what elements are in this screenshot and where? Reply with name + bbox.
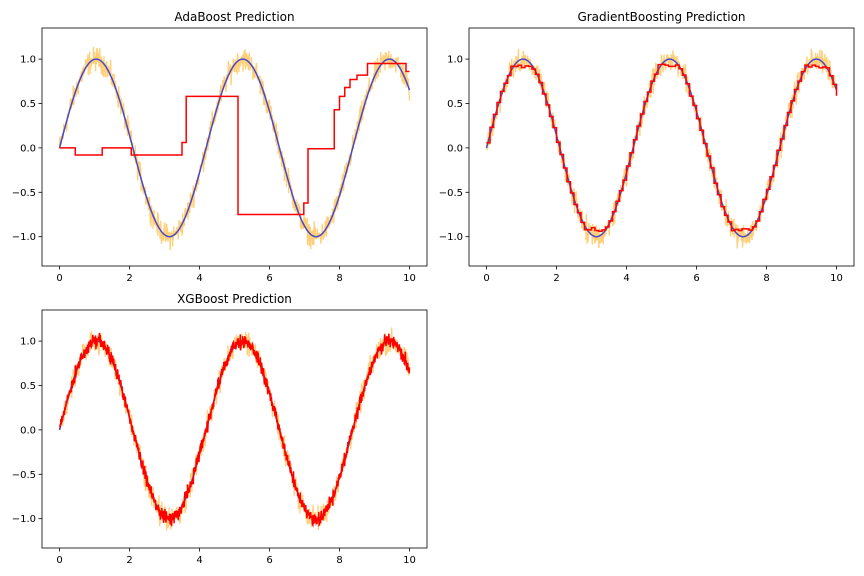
gradientboosting-x-tick-label: 0: [483, 273, 489, 284]
xgboost-y-tick-label: 0.5: [20, 381, 36, 392]
adaboost-panel: AdaBoost Prediction 0 2 4 6 8 10 −1.0 −0.5 0.0 0.…: [12, 10, 428, 284]
adaboost-axes-frame: [41, 27, 428, 267]
gradientboosting-y-tick-label: −0.5: [439, 188, 463, 199]
adaboost-y-tick-label: −0.5: [12, 188, 36, 199]
xgboost-prediction-line: [59, 332, 411, 528]
xgboost-axes-frame: [41, 309, 428, 549]
adaboost-y-tick-label: −1.0: [12, 232, 36, 243]
gradientboosting-x-tick-label: 8: [763, 273, 769, 284]
gradientboosting-x-tick-label: 6: [693, 273, 699, 284]
adaboost-title: AdaBoost Prediction: [174, 10, 294, 24]
adaboost-y-tick-label: 0.5: [20, 99, 36, 110]
gradientboosting-prediction-line: [486, 63, 838, 232]
adaboost-x-tick-label: 4: [196, 273, 202, 284]
gradientboosting-panel: GradientBoosting Prediction 0 2 4 6 8 10 −1.0 −…: [439, 10, 855, 284]
adaboost-y-tick-label: 0.0: [20, 143, 36, 154]
xgboost-x-tick-label: 6: [266, 555, 272, 566]
adaboost-true-function-line: [58, 58, 411, 238]
gradientboosting-plot-area: [485, 48, 838, 249]
xgboost-x-tick-label: 0: [56, 555, 62, 566]
gradientboosting-y-tick-label: 0.0: [447, 143, 463, 154]
gradientboosting-y-tick-label: 1.0: [447, 55, 463, 66]
gradientboosting-noisy-data-line: [485, 48, 838, 249]
adaboost-y-tick-label: 1.0: [20, 55, 36, 66]
gradientboosting-x-tick-label: 4: [623, 273, 629, 284]
xgboost-title: XGBoost Prediction: [177, 292, 292, 306]
xgboost-x-tick-label: 8: [336, 555, 342, 566]
xgboost-y-tick-label: 0.0: [20, 425, 36, 436]
xgboost-panel: XGBoost Prediction 0 2 4 6 8 10 −1.0 −0.5 0.0 0.5…: [12, 292, 428, 566]
xgboost-x-tick-label: 4: [196, 555, 202, 566]
gradientboosting-x-tick-label: 2: [553, 273, 559, 284]
xgboost-x-tick-label: 10: [403, 555, 416, 566]
gradientboosting-y-tick-label: 0.5: [447, 99, 463, 110]
adaboost-noisy-data-line: [58, 46, 411, 251]
adaboost-x-tick-label: 0: [56, 273, 62, 284]
adaboost-x-tick-label: 2: [126, 273, 132, 284]
adaboost-prediction-line: [59, 62, 410, 216]
adaboost-x-tick-label: 10: [403, 273, 416, 284]
adaboost-x-tick-label: 8: [336, 273, 342, 284]
gradientboosting-y-tick-label: −1.0: [439, 232, 463, 243]
xgboost-plot-area: [58, 327, 411, 531]
gradientboosting-x-tick-label: 10: [830, 273, 843, 284]
adaboost-x-tick-label: 6: [266, 273, 272, 284]
gradientboosting-title: GradientBoosting Prediction: [577, 10, 745, 24]
xgboost-y-tick-label: 1.0: [20, 337, 36, 348]
xgboost-x-tick-label: 2: [126, 555, 132, 566]
gradientboosting-axes-frame: [468, 27, 855, 267]
xgboost-y-tick-label: −0.5: [12, 470, 36, 481]
xgboost-y-tick-label: −1.0: [12, 514, 36, 525]
adaboost-plot-area: [58, 46, 411, 251]
